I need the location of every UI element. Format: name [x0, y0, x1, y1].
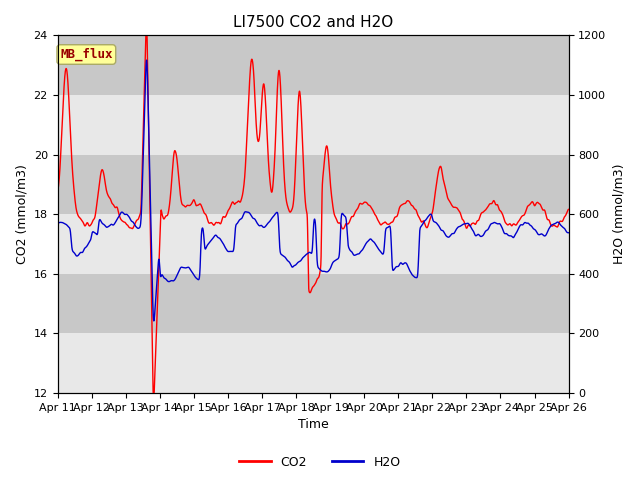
- Bar: [58, 36, 568, 95]
- H2O: [163, 278, 171, 284]
- Line: H2O: H2O: [58, 60, 568, 321]
- H2O: [143, 57, 150, 63]
- H2O: [564, 230, 572, 236]
- CO2: [516, 216, 524, 221]
- H2O: [196, 253, 204, 259]
- Bar: [58, 95, 568, 155]
- CO2: [54, 189, 61, 194]
- H2O: [54, 220, 61, 226]
- H2O: [372, 242, 380, 248]
- H2O: [564, 230, 572, 236]
- Bar: [58, 274, 568, 334]
- CO2: [363, 200, 371, 206]
- Text: MB_flux: MB_flux: [60, 48, 113, 61]
- CO2: [149, 390, 157, 396]
- CO2: [372, 213, 380, 218]
- X-axis label: Time: Time: [298, 419, 328, 432]
- CO2: [196, 201, 204, 207]
- Bar: [58, 334, 568, 393]
- H2O: [516, 222, 524, 228]
- Bar: [58, 155, 568, 214]
- Y-axis label: H2O (mmol/m3): H2O (mmol/m3): [612, 164, 625, 264]
- H2O: [150, 318, 157, 324]
- CO2: [564, 206, 572, 212]
- Title: LI7500 CO2 and H2O: LI7500 CO2 and H2O: [233, 15, 393, 30]
- CO2: [163, 213, 171, 218]
- Legend: CO2, H2O: CO2, H2O: [234, 451, 406, 474]
- Bar: [58, 214, 568, 274]
- CO2: [564, 206, 572, 212]
- Line: CO2: CO2: [58, 29, 568, 393]
- H2O: [363, 240, 371, 245]
- Y-axis label: CO2 (mmol/m3): CO2 (mmol/m3): [15, 164, 28, 264]
- CO2: [142, 26, 150, 32]
